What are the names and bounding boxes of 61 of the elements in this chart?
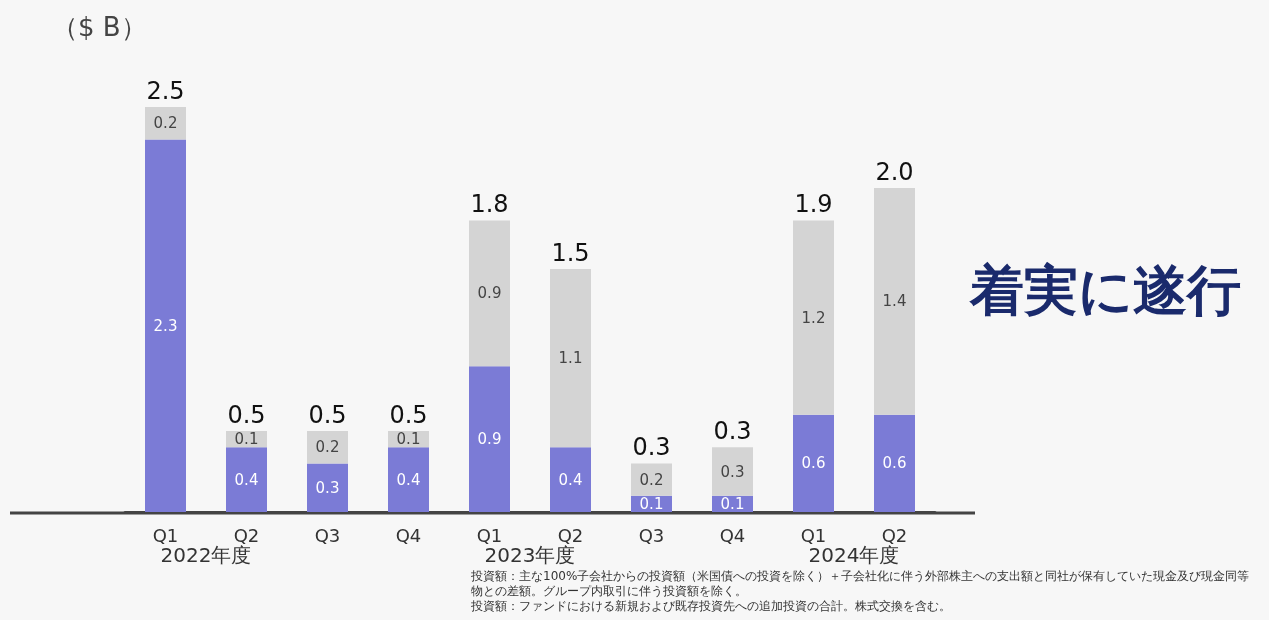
bar	[469, 220, 510, 367]
bar	[793, 414, 834, 512]
y-axis-title: （$ B）	[52, 12, 147, 42]
x-tick-label: Q2	[881, 524, 908, 546]
data-label: 0.4	[558, 470, 583, 489]
bar	[631, 463, 672, 496]
data-label: 0.4	[234, 470, 259, 489]
x-tick-label: Q3	[314, 524, 341, 546]
total-label: 1.5	[551, 239, 590, 267]
bar	[874, 188, 915, 415]
data-label: 0.1	[396, 430, 421, 449]
data-label: 0.6	[882, 454, 907, 473]
x-tick-label: Q1	[152, 524, 179, 546]
data-label: 0.1	[720, 494, 745, 513]
data-label: 0.9	[477, 284, 502, 303]
bar	[550, 269, 591, 448]
total-label: 0.3	[632, 433, 671, 462]
data-label: 1.1	[558, 349, 583, 368]
data-label: 0.2	[153, 114, 178, 133]
data-label: 0.4	[396, 470, 421, 489]
bar	[712, 447, 753, 496]
data-label: 0.2	[315, 438, 340, 457]
data-label: 0.3	[720, 462, 745, 481]
x-tick-label: Q3	[638, 524, 665, 546]
x-tick-label: Q4	[719, 524, 746, 546]
total-label: 0.5	[308, 401, 347, 429]
data-label: 0.1	[234, 430, 259, 449]
data-label: 1.2	[801, 308, 826, 327]
bar	[874, 414, 915, 512]
text: 2022年度	[160, 543, 252, 567]
bar	[388, 447, 429, 512]
data-label: 1.4	[882, 292, 907, 311]
text: 2023年度	[484, 543, 576, 567]
x-tick-label: Q2	[233, 524, 260, 546]
text: 投資額：主な100%子会社からの投資額（米国債への投資を除く）＋子会社化に伴う外部株主への支出額と同社が保有していた現金及び現金同等物との差額。グループ内取引に伴う投資額を除く。	[470, 568, 1250, 598]
bar	[307, 463, 348, 512]
total-label: 1.8	[470, 190, 509, 219]
total-label: 2.5	[146, 77, 185, 105]
data-label: 0.6	[801, 454, 826, 473]
text: 2024年度	[808, 543, 900, 567]
total-label: 0.3	[713, 417, 752, 446]
bar	[226, 447, 267, 512]
x-tick-label: Q4	[395, 524, 422, 546]
data-label: 0.1	[639, 494, 664, 513]
bar	[145, 139, 186, 512]
data-label: 2.3	[153, 316, 178, 335]
total-label: 0.5	[227, 401, 266, 429]
total-label: 1.9	[794, 190, 833, 219]
x-tick-label: Q1	[476, 524, 503, 546]
bar	[550, 447, 591, 512]
text: 着実に遂行	[968, 258, 1241, 322]
bar	[469, 366, 510, 512]
x-tick-label: Q1	[800, 524, 827, 546]
data-label: 0.9	[477, 430, 502, 449]
data-label: 0.3	[315, 478, 340, 497]
total-label: 2.0	[875, 158, 914, 186]
total-label: 0.5	[389, 401, 428, 429]
x-tick-label: Q2	[557, 524, 584, 546]
text: 投資額：ファンドにおける新規および既存投資先への追加投資の合計。株式交換を含む。	[470, 598, 951, 613]
bar	[793, 220, 834, 415]
data-label: 0.2	[639, 470, 664, 489]
